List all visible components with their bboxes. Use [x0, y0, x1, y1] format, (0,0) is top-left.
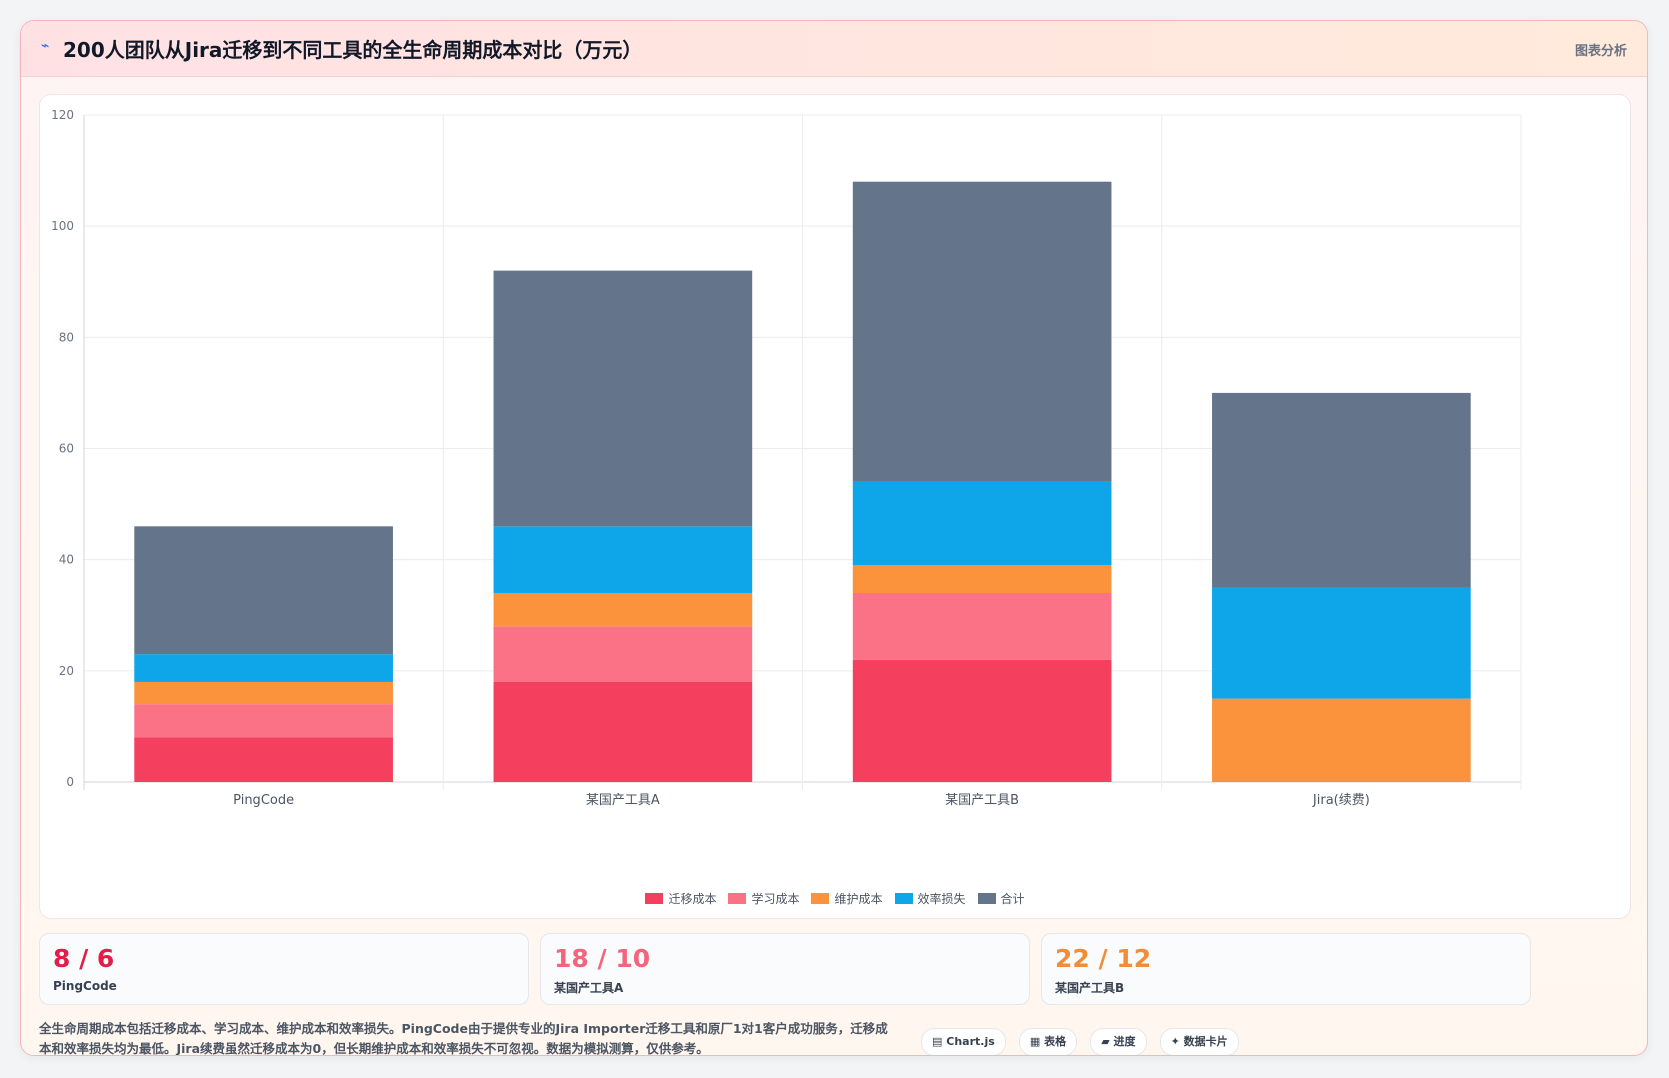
bar-segment: [852, 565, 1112, 594]
legend-label: 合计: [1000, 892, 1025, 906]
bar-segment: [134, 526, 393, 655]
chart-card: ⌁ 200人团队从Jira迁移到不同工具的全生命周期成本对比（万元） 图表分析 …: [20, 20, 1648, 1056]
y-tick-label: 40: [59, 553, 74, 567]
bar-segment: [134, 737, 393, 782]
chip-chartjs[interactable]: ▤ Chart.js: [921, 1028, 1006, 1055]
chip-label: 表格: [1044, 1035, 1067, 1048]
stat-card-tool-a: 18 / 10 某国产工具A: [540, 933, 1030, 1005]
y-tick-label: 120: [51, 108, 74, 122]
legend-swatch: [811, 893, 830, 904]
bar-segment: [852, 181, 1112, 482]
legend-item[interactable]: 迁移成本: [645, 890, 716, 907]
legend-swatch: [728, 893, 747, 904]
bar-segment: [493, 270, 753, 527]
stat-card-tool-b: 22 / 12 某国产工具B: [1041, 933, 1531, 1005]
chip-label: 进度: [1113, 1035, 1136, 1048]
bar-segment: [493, 593, 753, 627]
legend-item[interactable]: 学习成本: [728, 890, 799, 907]
chip-data-card[interactable]: ✦ 数据卡片: [1159, 1028, 1239, 1055]
legend-item[interactable]: 维护成本: [811, 890, 883, 907]
x-tick-label: Jira(续费): [1312, 793, 1370, 808]
bar-segment: [852, 659, 1112, 782]
bar-segment: [493, 626, 753, 682]
x-tick-label: 某国产工具B: [945, 793, 1019, 808]
chart-line-icon: ⌁: [41, 38, 50, 54]
legend-item[interactable]: 合计: [977, 890, 1025, 907]
y-tick-label: 20: [59, 664, 74, 678]
bar-segment: [134, 654, 393, 682]
stat-value: 8 / 6: [53, 944, 115, 973]
legend-swatch: [645, 893, 664, 904]
bar-segment: [852, 481, 1112, 566]
legend-label: 学习成本: [751, 892, 800, 906]
legend-label: 迁移成本: [668, 892, 717, 906]
stat-label: 某国产工具A: [554, 981, 624, 995]
card-header: ⌁ 200人团队从Jira迁移到不同工具的全生命周期成本对比（万元） 图表分析: [21, 21, 1647, 77]
progress-icon: ▰: [1101, 1035, 1110, 1048]
x-tick-label: 某国产工具A: [586, 793, 660, 808]
table-icon: ▦: [1029, 1035, 1041, 1048]
y-tick-label: 100: [51, 219, 74, 233]
bar-segment: [1212, 698, 1471, 782]
bar-segment: [1212, 587, 1471, 699]
legend-label: 效率损失: [917, 892, 966, 906]
legend-item[interactable]: 效率损失: [894, 890, 966, 907]
bar-segment: [852, 593, 1112, 660]
page-title: 200人团队从Jira迁移到不同工具的全生命周期成本对比（万元）: [63, 38, 643, 62]
stat-label: PingCode: [53, 979, 117, 993]
legend-swatch: [977, 893, 996, 904]
chart-legend: 迁移成本 学习成本 维护成本 效率损失 合计: [40, 890, 1630, 907]
header-tag: 图表分析: [1574, 44, 1627, 59]
stat-value: 22 / 12: [1055, 944, 1152, 973]
chip-progress[interactable]: ▰ 进度: [1090, 1028, 1147, 1055]
chart-footnote: 全生命周期成本包括迁移成本、学习成本、维护成本和效率损失。PingCode由于提…: [39, 1021, 888, 1056]
chip-label: Chart.js: [946, 1035, 995, 1048]
y-tick-label: 0: [66, 775, 74, 789]
bar-segment: [134, 681, 393, 705]
chip-label: 数据卡片: [1183, 1035, 1228, 1048]
legend-swatch: [894, 893, 913, 904]
legend-label: 维护成本: [834, 892, 883, 906]
sparkle-icon: ✦: [1170, 1035, 1180, 1048]
y-tick-label: 80: [59, 330, 74, 344]
x-tick-label: PingCode: [233, 793, 294, 808]
chart-icon: ▤: [932, 1035, 943, 1048]
stat-value: 18 / 10: [554, 944, 651, 973]
bar-segment: [493, 681, 753, 782]
chart-panel: 0 20 40 60 80 100 120 PingCode 某国产工具A 某国产工具B Jira(…: [39, 94, 1631, 919]
bar-segment: [493, 526, 753, 594]
feature-chips: ▤ Chart.js ▦ 表格 ▰ 进度 ✦ 数据卡片: [921, 1028, 1247, 1055]
stacked-bar-chart: 0 20 40 60 80 100 120 PingCode 某国产工具A 某国产工具B Jira(…: [51, 108, 1522, 808]
y-tick-label: 60: [59, 442, 74, 456]
bar-segment: [1212, 392, 1471, 588]
stat-card-pingcode: 8 / 6 PingCode: [39, 933, 529, 1005]
bar-segment: [134, 704, 393, 738]
stat-label: 某国产工具B: [1055, 981, 1125, 995]
chip-table[interactable]: ▦ 表格: [1018, 1028, 1078, 1055]
